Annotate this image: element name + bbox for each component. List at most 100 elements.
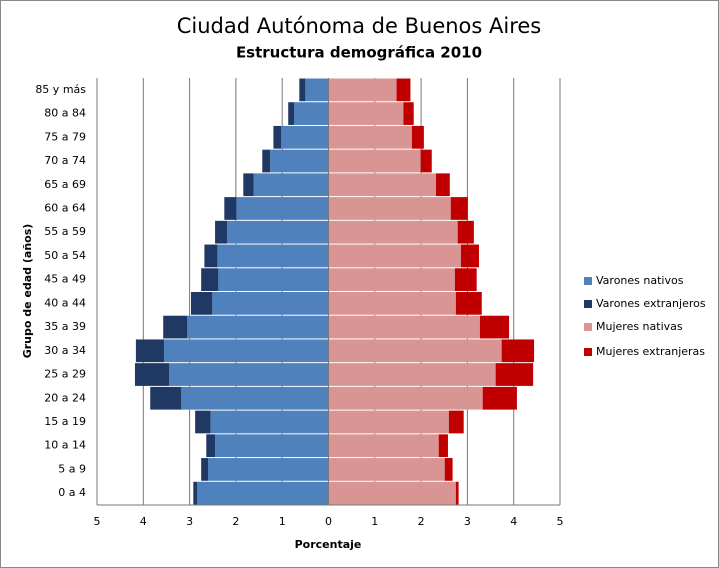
bar (328, 197, 451, 220)
y-tick-label: 10 a 14 (44, 439, 86, 452)
bar (134, 363, 170, 386)
y-tick-label: 60 a 64 (44, 201, 86, 214)
bar (403, 102, 414, 125)
y-tick-label: 65 a 69 (44, 178, 86, 191)
y-tick-label: 70 a 74 (44, 154, 86, 167)
bar (201, 268, 219, 291)
bar (328, 410, 449, 434)
bar (482, 386, 517, 410)
bar (195, 410, 211, 434)
bar (305, 78, 329, 102)
x-tick-label: 2 (418, 515, 425, 528)
bar (150, 386, 182, 410)
bar (253, 173, 329, 197)
chart-title: Ciudad Autónoma de Buenos Aires (177, 14, 542, 38)
bar (135, 339, 165, 363)
bar (169, 363, 329, 386)
bar (281, 125, 329, 149)
y-tick-label: 0 a 4 (58, 486, 86, 499)
bar (206, 434, 216, 458)
bar (328, 386, 483, 410)
bar (328, 363, 496, 386)
bar (270, 149, 329, 173)
legend-swatch (584, 323, 592, 331)
bar (328, 149, 421, 173)
y-tick-label: 15 a 19 (44, 415, 86, 428)
bar (224, 197, 237, 220)
bar (328, 434, 439, 458)
bar (328, 220, 458, 244)
x-tick-label: 1 (371, 515, 378, 528)
x-tick-label: 1 (279, 515, 286, 528)
bar (328, 244, 461, 268)
legend-swatch (584, 348, 592, 356)
y-tick-label: 45 a 49 (44, 273, 86, 286)
bar (448, 410, 464, 434)
y-tick-label: 5 a 9 (58, 462, 86, 475)
y-axis-title: Grupo de edad (años) (21, 224, 34, 359)
bar (328, 481, 456, 505)
legend-label: Varones extranjeros (596, 297, 706, 310)
bar (299, 78, 306, 102)
y-tick-label: 75 a 79 (44, 130, 86, 143)
x-tick-label: 5 (557, 515, 564, 528)
bar (201, 458, 209, 481)
x-tick-label: 4 (510, 515, 517, 528)
bar (197, 481, 329, 505)
bar (187, 315, 329, 339)
bar (411, 125, 424, 149)
bar (328, 125, 412, 149)
bar (243, 173, 254, 197)
bar (328, 315, 480, 339)
legend-swatch (584, 277, 592, 285)
bar (450, 197, 468, 220)
x-tick-label: 0 (325, 515, 332, 528)
y-tick-label: 80 a 84 (44, 107, 86, 120)
y-tick-label: 40 a 44 (44, 296, 86, 309)
bar (193, 481, 198, 505)
bar (328, 268, 455, 291)
bar (444, 458, 453, 481)
x-tick-label: 5 (94, 515, 101, 528)
bar (218, 268, 329, 291)
x-tick-label: 2 (232, 515, 239, 528)
y-tick-label: 55 a 59 (44, 225, 86, 238)
bar (460, 244, 479, 268)
bar (212, 292, 329, 315)
bar (215, 434, 329, 458)
bar (328, 339, 502, 363)
bar (164, 339, 329, 363)
y-tick-label: 85 y más (35, 83, 86, 96)
y-tick-label: 50 a 54 (44, 249, 86, 262)
bar (208, 458, 329, 481)
legend-label: Mujeres nativas (596, 320, 683, 333)
bar (438, 434, 448, 458)
bar (262, 149, 271, 173)
bar (294, 102, 329, 125)
bar (328, 78, 397, 102)
x-tick-label: 3 (186, 515, 193, 528)
bar (288, 102, 295, 125)
bar (455, 292, 482, 315)
bar (210, 410, 329, 434)
bar (396, 78, 411, 102)
legend-swatch (584, 300, 592, 308)
bar (181, 386, 329, 410)
bar (435, 173, 450, 197)
bar (204, 244, 218, 268)
bar (190, 292, 213, 315)
bar (227, 220, 329, 244)
bar (455, 481, 459, 505)
y-tick-label: 25 a 29 (44, 368, 86, 381)
legend-label: Varones nativos (596, 274, 684, 287)
bar (236, 197, 329, 220)
bar (273, 125, 282, 149)
y-tick-label: 20 a 24 (44, 391, 86, 404)
bar (328, 292, 456, 315)
bar (501, 339, 535, 363)
legend-label: Mujeres extranjeras (596, 345, 705, 358)
chart-subtitle: Estructura demográfica 2010 (236, 44, 482, 62)
bar (495, 363, 534, 386)
y-tick-label: 35 a 39 (44, 320, 86, 333)
bar (454, 268, 477, 291)
